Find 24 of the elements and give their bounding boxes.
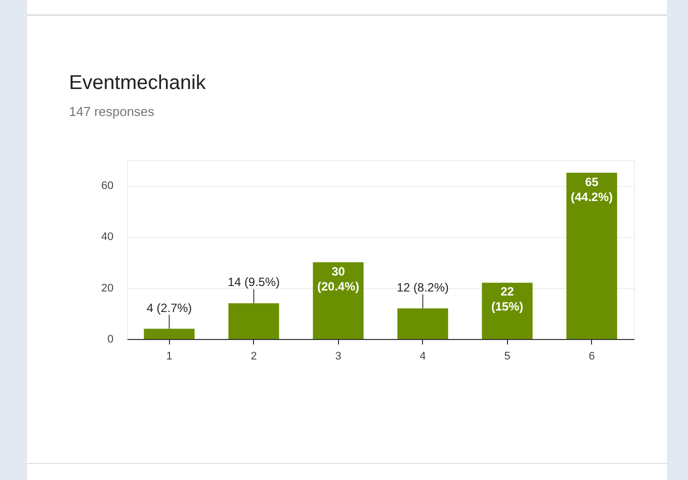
data-label: 30 (20.4%) — [317, 264, 360, 294]
x-tick-label: 5 — [504, 350, 510, 362]
data-label: 22 (15%) — [491, 284, 524, 314]
chart-subtitle: 147 responses — [69, 104, 154, 119]
data-label: 12 (8.2%) — [396, 280, 449, 294]
x-tick-label: 3 — [335, 350, 342, 362]
y-tick-label: 0 — [107, 334, 114, 346]
y-tick-label: 40 — [101, 231, 114, 244]
data-label: 14 (9.5%) — [228, 275, 280, 290]
x-tick-label: 4 — [420, 350, 426, 362]
y-tick-label: 20 — [101, 282, 114, 294]
bar — [566, 172, 618, 339]
bar — [482, 282, 533, 339]
x-tick-label: 1 — [166, 350, 172, 362]
bar — [312, 262, 364, 339]
y-tick-label: 60 — [101, 180, 114, 192]
x-tick-label: 2 — [250, 350, 257, 362]
chart-title: Eventmechanik — [69, 72, 206, 95]
data-label: 65 (44.2%) — [570, 174, 613, 204]
data-label: 4 (2.7%) — [146, 300, 192, 315]
bar — [144, 328, 195, 339]
x-tick-label: 6 — [588, 350, 595, 362]
bar — [228, 303, 280, 339]
bar — [397, 308, 448, 339]
